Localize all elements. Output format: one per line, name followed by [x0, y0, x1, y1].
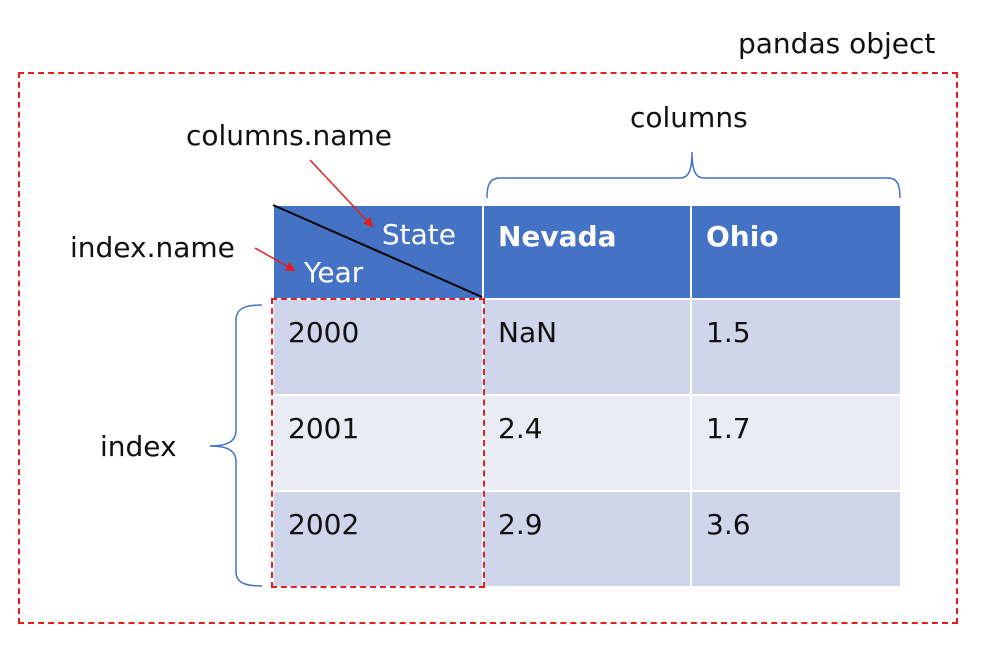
cell-value: 3.6	[706, 508, 751, 541]
index-boundary	[271, 298, 485, 588]
cell-value: 2.4	[498, 412, 543, 445]
cell-value: 2.9	[498, 508, 543, 541]
corner-header-cell: State Year	[272, 204, 484, 300]
column-header-label: Ohio	[706, 220, 779, 253]
cell-value: 1.7	[706, 412, 751, 445]
index-name-label: index.name	[70, 231, 235, 264]
column-header-nevada: Nevada	[482, 204, 692, 300]
header-row: State Year Nevada Ohio	[272, 204, 902, 300]
columns-name-value: State	[381, 218, 456, 251]
table-row: 2002 2.9 3.6	[272, 490, 902, 588]
index-value: 2000	[288, 316, 360, 349]
pandas-object-boundary	[18, 72, 958, 624]
columns-name-label: columns.name	[186, 119, 392, 152]
index-cell: 2002	[272, 490, 484, 588]
column-header-ohio: Ohio	[690, 204, 902, 300]
cell-value: 1.5	[706, 316, 751, 349]
data-cell: 3.6	[690, 490, 902, 588]
table-row: 2001 2.4 1.7	[272, 394, 902, 492]
index-value: 2002	[288, 508, 360, 541]
data-cell: 2.9	[482, 490, 692, 588]
pandas-object-label: pandas object	[738, 27, 936, 60]
index-cell: 2001	[272, 394, 484, 492]
dataframe-table: State Year Nevada Ohio 2000 NaN 1.5 2001…	[272, 204, 902, 588]
index-name-value: Year	[304, 256, 364, 289]
cell-value: NaN	[498, 316, 558, 349]
table-row: 2000 NaN 1.5	[272, 298, 902, 396]
data-cell: 1.5	[690, 298, 902, 396]
index-value: 2001	[288, 412, 360, 445]
index-cell: 2000	[272, 298, 484, 396]
data-cell: NaN	[482, 298, 692, 396]
columns-label: columns	[630, 101, 748, 134]
column-header-label: Nevada	[498, 220, 617, 253]
data-cell: 2.4	[482, 394, 692, 492]
data-cell: 1.7	[690, 394, 902, 492]
index-label: index	[100, 430, 177, 463]
